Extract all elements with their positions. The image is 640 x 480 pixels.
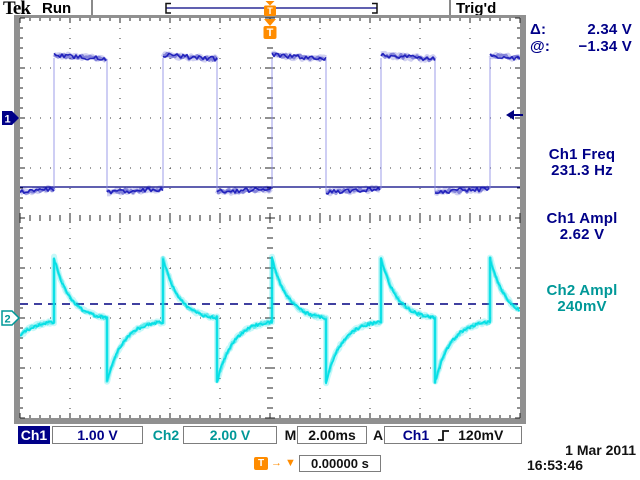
trigger-position-marker[interactable]: T (264, 19, 277, 39)
rising-edge-icon (437, 429, 450, 442)
cursor-delta-readout: Δ: 2.34 V (530, 21, 632, 38)
svg-text:T: T (267, 6, 273, 16)
svg-text:1: 1 (4, 114, 10, 126)
trigger-position-readout[interactable]: T → ▼ 0.00000 s (254, 455, 381, 472)
timebase-readout[interactable]: 2.00ms (297, 426, 367, 444)
measurement-value: 240mV (526, 299, 638, 315)
measurement-value: 231.3 Hz (526, 163, 638, 179)
measurement-value: 2.62 V (526, 227, 638, 243)
record-view-bracket: T (166, 1, 377, 16)
delta-value: 2.34 V (587, 21, 632, 38)
arrow-right-icon: → (271, 457, 282, 470)
ch2-trace (20, 257, 519, 384)
caret-down-icon: ▼ (285, 457, 296, 470)
measurement-ch1-freq: Ch1 Freq 231.3 Hz (526, 147, 638, 179)
trigger-level: 120mV (458, 427, 503, 443)
trigger-readout[interactable]: Ch1 120mV (384, 426, 522, 444)
trigger-level-arrow-icon[interactable] (506, 110, 523, 120)
ch1-label-badge: Ch1 (18, 426, 50, 444)
measurement-ch2-ampl: Ch2 Ampl 240mV (526, 283, 638, 315)
at-value: −1.34 V (578, 38, 632, 55)
svg-text:2: 2 (4, 314, 10, 326)
ch2-label-badge: Ch2 (149, 426, 183, 444)
timebase-label: M (284, 426, 297, 444)
date-display: 1 Mar 2011 (565, 442, 636, 458)
trigger-position-value: 0.00000 s (299, 455, 381, 472)
measurement-label: Ch2 Ampl (526, 283, 638, 299)
cursor-at-readout: @: −1.34 V (530, 38, 632, 55)
svg-text:T: T (267, 27, 274, 39)
ch1-position-marker[interactable]: 1 (2, 111, 19, 126)
at-label: @: (530, 38, 550, 55)
measurement-ch1-ampl: Ch1 Ampl 2.62 V (526, 211, 638, 243)
trigger-position-icon: T (254, 457, 268, 470)
ch1-scale-readout[interactable]: 1.00 V (52, 426, 143, 444)
measurement-label: Ch1 Ampl (526, 211, 638, 227)
time-display: 16:53:46 (527, 457, 583, 473)
ch1-trace (20, 53, 520, 194)
trigger-bus-label: A (372, 426, 384, 444)
measurement-label: Ch1 Freq (526, 147, 638, 163)
ch2-position-marker[interactable]: 2 (2, 311, 19, 326)
trigger-source: Ch1 (403, 427, 429, 443)
delta-label: Δ: (530, 21, 546, 38)
ch2-scale-readout[interactable]: 2.00 V (183, 426, 277, 444)
status-bar: Ch1 1.00 V Ch2 2.00 V M 2.00ms A Ch1 120… (0, 426, 640, 445)
